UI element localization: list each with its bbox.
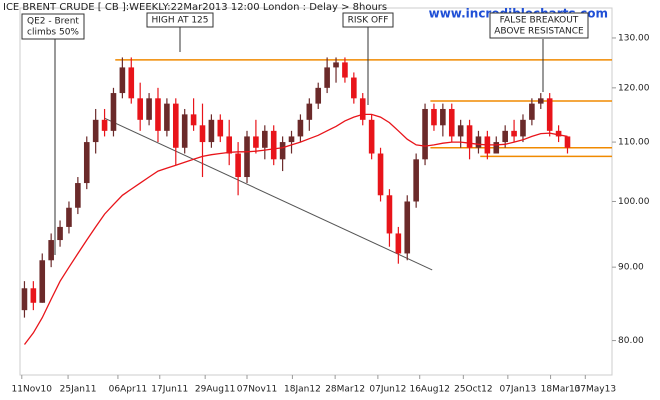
- y-tick-label: 130.00: [618, 33, 650, 43]
- candle-body: [288, 136, 295, 143]
- candle-body: [359, 98, 366, 120]
- candle-body: [75, 183, 81, 208]
- candle-body: [457, 125, 464, 137]
- candle-body: [172, 103, 179, 148]
- annotation-text: HIGH AT 125: [151, 16, 208, 26]
- annotation-text: climbs 50%: [27, 28, 79, 38]
- y-tick-label: 100.00: [618, 197, 650, 207]
- candle-body: [395, 233, 402, 254]
- candle-body: [48, 240, 54, 261]
- moving-average: [23, 113, 568, 345]
- candle-body: [377, 153, 384, 196]
- y-tick-label: 120.00: [618, 83, 650, 93]
- candle-body: [244, 136, 250, 178]
- candle-body: [386, 195, 393, 234]
- candle-body: [39, 260, 46, 303]
- candle-body: [199, 125, 206, 143]
- x-tick-label: 07May13: [575, 385, 617, 395]
- candle-body: [21, 288, 28, 311]
- x-tick-label: 28Mar12: [325, 385, 365, 395]
- candle-body: [493, 142, 500, 154]
- annotation-box: [146, 12, 214, 28]
- candle-body: [92, 119, 99, 143]
- x-tick-label: 07Nov11: [237, 385, 277, 395]
- candle-body: [226, 136, 233, 154]
- trend-line: [104, 117, 433, 271]
- candle-body: [137, 98, 143, 120]
- candle-body: [101, 119, 108, 131]
- x-tick-label: 29Aug11: [195, 385, 235, 395]
- candle-body: [520, 119, 526, 137]
- candle-body: [270, 130, 277, 160]
- candle-body: [546, 98, 553, 131]
- candle-body: [431, 108, 437, 126]
- candle-body: [529, 103, 535, 120]
- annotation-text: QE2 - Brent: [27, 17, 79, 27]
- chart-title: ICE BRENT CRUDE [ CB ]:WEEKLY:22Mar2013 …: [3, 2, 387, 13]
- candle-body: [297, 119, 304, 137]
- x-tick-label: 11Nov10: [12, 385, 53, 395]
- y-tick-label: 110.00: [618, 138, 650, 148]
- candle-body: [333, 62, 339, 68]
- candle-body: [537, 98, 544, 104]
- candle-body: [66, 207, 72, 227]
- candle-body: [279, 142, 286, 160]
- candle-body: [262, 130, 268, 148]
- candle-body: [511, 130, 517, 137]
- candle-body: [119, 67, 126, 94]
- plot-frame: [19, 7, 613, 376]
- candle-body: [448, 108, 455, 137]
- x-tick-label: 18Jan12: [284, 385, 321, 395]
- candle-body: [57, 226, 63, 241]
- x-tick-label: 18Mar13: [541, 385, 581, 395]
- candle-body: [502, 130, 508, 143]
- y-tick-label: 80.00: [618, 336, 644, 346]
- candle-body: [306, 103, 313, 120]
- candle-body: [324, 67, 330, 88]
- candle-body: [253, 136, 259, 148]
- annotation-text: RISK OFF: [348, 16, 389, 26]
- candle-body: [30, 288, 37, 303]
- candle-body: [181, 114, 188, 148]
- candle-body: [413, 159, 419, 202]
- candle-body: [128, 67, 135, 99]
- candle-body: [155, 98, 161, 131]
- candle-body: [422, 108, 428, 160]
- candle-body: [235, 153, 241, 178]
- x-tick-label: 17Jun11: [151, 385, 188, 395]
- x-tick-label: 07Jun12: [369, 385, 406, 395]
- x-tick-label: 25Jan11: [60, 385, 97, 395]
- candle-body: [110, 93, 117, 131]
- annotation-box: [342, 12, 394, 28]
- candle-body: [351, 77, 357, 99]
- candle-body: [368, 119, 375, 154]
- candle-body: [315, 87, 322, 104]
- x-tick-label: 06Apr11: [109, 385, 147, 395]
- y-tick-label: 90.00: [618, 263, 644, 273]
- candle-body: [475, 136, 482, 148]
- candle-body: [564, 136, 571, 148]
- candle-body: [555, 130, 562, 137]
- candle-body: [190, 114, 197, 126]
- x-tick-label: 07Jan13: [499, 385, 536, 395]
- candle-body: [83, 142, 90, 184]
- x-tick-label: 25Oct12: [454, 385, 492, 395]
- candle-body: [440, 108, 446, 126]
- candle-body: [466, 125, 473, 148]
- candle-body: [342, 62, 348, 78]
- candle-body: [146, 98, 152, 120]
- candle-body: [208, 119, 215, 143]
- candle-body: [217, 119, 224, 137]
- candle-body: [164, 103, 170, 131]
- annotation-text: FALSE BREAKOUT: [500, 16, 579, 26]
- annotation-text: ABOVE RESISTANCE: [494, 27, 584, 37]
- x-tick-label: 16Aug12: [409, 385, 449, 395]
- annotation-box: [21, 13, 85, 40]
- annotation-box: [489, 12, 589, 39]
- candle-body: [404, 201, 411, 254]
